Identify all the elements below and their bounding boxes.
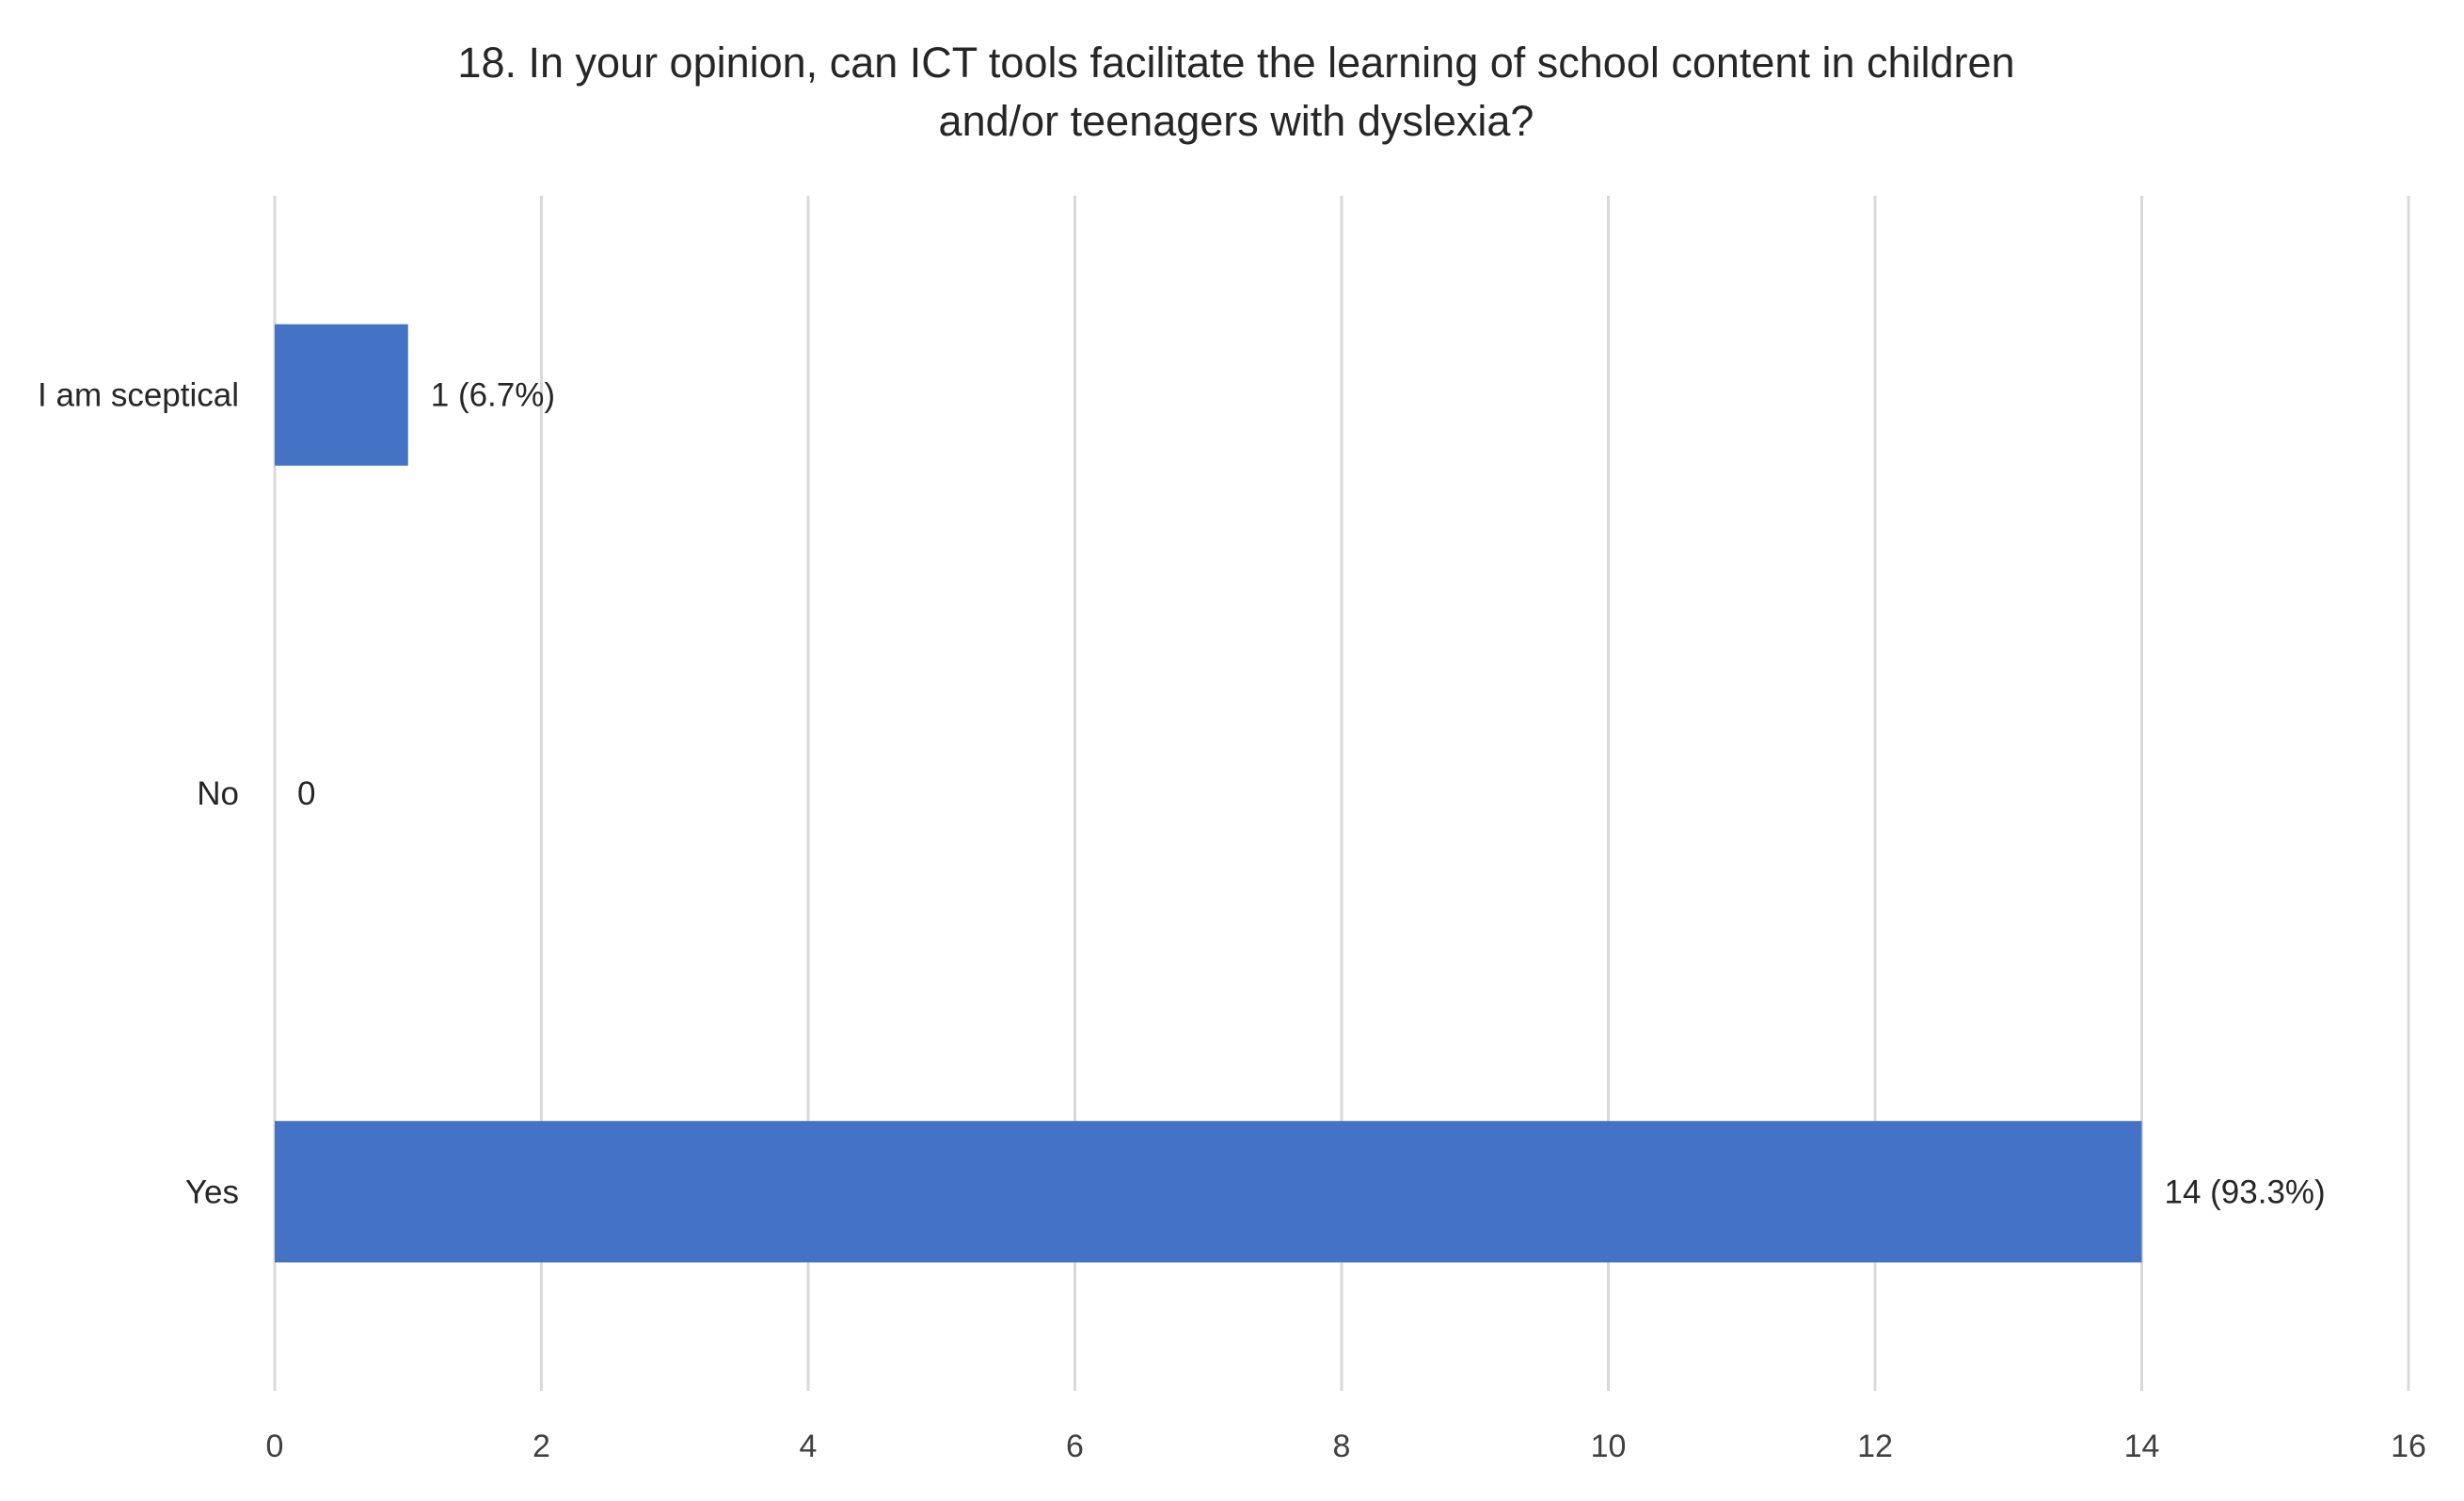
x-axis-tick-labels: 0 2 4 6 8 10 12 14 16: [266, 1429, 2426, 1464]
category-label-no: No: [197, 775, 239, 812]
category-label-yes: Yes: [185, 1174, 239, 1210]
bars: [275, 324, 2142, 1263]
chart-title: 18. In your opinion, can ICT tools facil…: [457, 39, 2014, 145]
x-tick-label-16: 16: [2391, 1429, 2426, 1464]
x-tick-label-14: 14: [2124, 1429, 2160, 1464]
chart-title-line-1: 18. In your opinion, can ICT tools facil…: [457, 39, 2014, 87]
chart-title-line-2: and/or teenagers with dyslexia?: [939, 97, 1534, 145]
x-tick-label-6: 6: [1066, 1429, 1084, 1464]
data-labels: 1 (6.7%) 0 14 (93.3%): [297, 377, 2326, 1211]
x-tick-label-8: 8: [1333, 1429, 1351, 1464]
bar-i-am-sceptical: [275, 324, 408, 466]
data-label-no: 0: [297, 775, 315, 812]
x-tick-label-12: 12: [1857, 1429, 1893, 1464]
x-tick-label-2: 2: [533, 1429, 550, 1464]
data-label-i-am-sceptical: 1 (6.7%): [431, 377, 555, 414]
bar-yes: [275, 1121, 2142, 1263]
category-axis-labels: I am sceptical No Yes: [38, 377, 239, 1211]
x-tick-label-4: 4: [800, 1429, 818, 1464]
category-label-i-am-sceptical: I am sceptical: [38, 377, 239, 414]
gridlines: [273, 196, 2410, 1391]
x-tick-label-10: 10: [1591, 1429, 1627, 1464]
data-label-yes: 14 (93.3%): [2165, 1174, 2326, 1210]
x-tick-label-0: 0: [266, 1429, 284, 1464]
